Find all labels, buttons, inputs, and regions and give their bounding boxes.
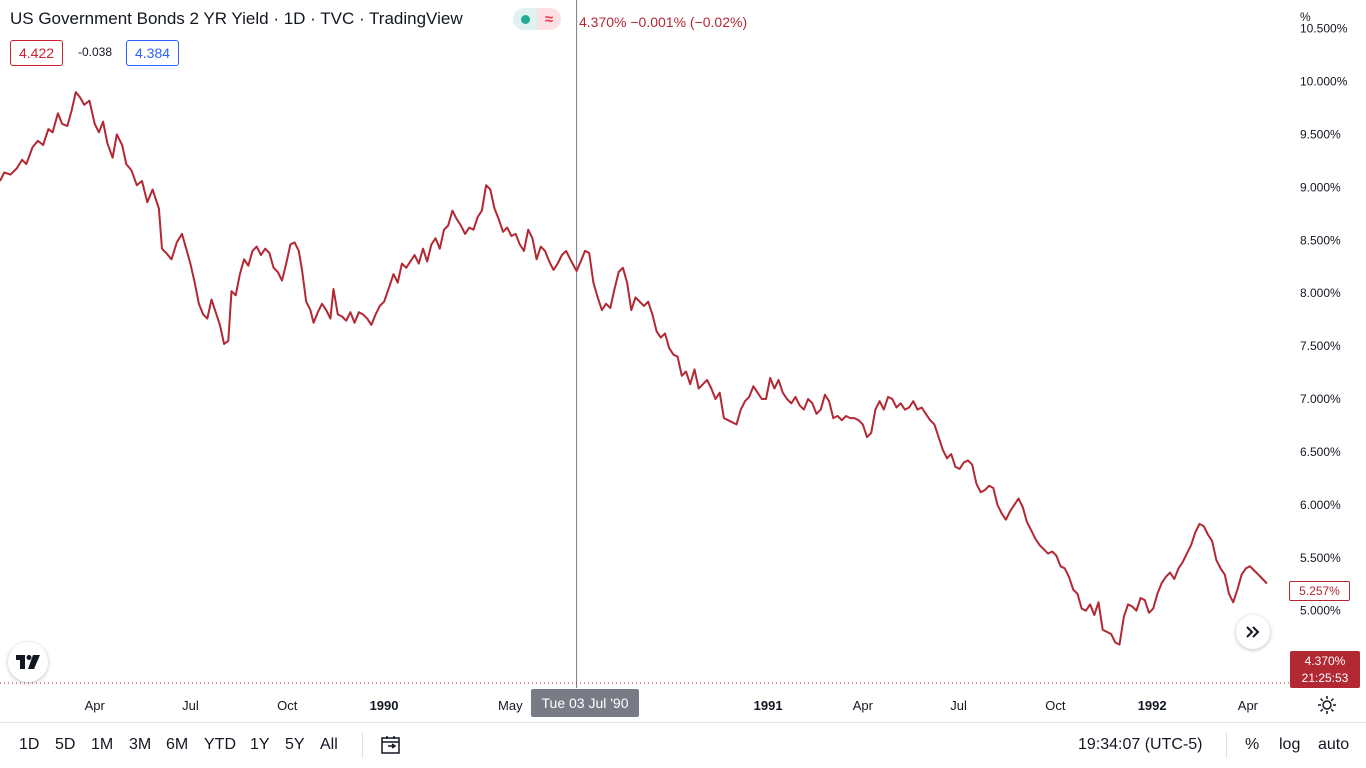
gear-icon[interactable] xyxy=(1316,694,1338,716)
y-tick-label: 9.500% xyxy=(1300,127,1341,141)
period-button-3m[interactable]: 3M xyxy=(129,736,152,753)
period-button-1d[interactable]: 1D xyxy=(19,736,40,753)
period-button-1m[interactable]: 1M xyxy=(91,736,114,753)
y-tick-label: 5.000% xyxy=(1300,604,1341,618)
period-button-6m[interactable]: 6M xyxy=(166,736,189,753)
period-button-all[interactable]: All xyxy=(320,736,338,753)
x-tick-label: May xyxy=(498,698,523,713)
x-tick-label: Oct xyxy=(277,698,298,713)
x-tick-label: 1990 xyxy=(370,698,399,713)
x-tick-label: Apr xyxy=(853,698,874,713)
toolbar-separator xyxy=(1226,732,1227,758)
last-price-value: 4.370% xyxy=(1304,654,1346,668)
y-tick-label: 7.500% xyxy=(1300,339,1341,353)
last-price-tag: 4.370% 21:25:53 xyxy=(1290,651,1360,688)
x-tick-label: Apr xyxy=(85,698,106,713)
y-tick-label: 10.500% xyxy=(1300,22,1348,36)
period-button-1y[interactable]: 1Y xyxy=(250,736,270,753)
y-tick-label: 7.000% xyxy=(1300,392,1341,406)
toolbar-separator xyxy=(362,732,363,758)
x-tick-label: Apr xyxy=(1238,698,1259,713)
y-tick-label: 8.000% xyxy=(1300,286,1341,300)
x-tick-label: Jul xyxy=(182,698,199,713)
x-tick-label: 1992 xyxy=(1138,698,1167,713)
period-button-ytd[interactable]: YTD xyxy=(204,736,236,753)
x-tick-label: 1991 xyxy=(754,698,783,713)
scroll-to-realtime-glyph xyxy=(1246,626,1260,638)
crosshair-time-tag: Tue 03 Jul '90 xyxy=(531,689,639,717)
market-open-dot-icon xyxy=(520,14,530,24)
buy-price-button[interactable]: 4.384 xyxy=(126,40,180,66)
timezone-clock[interactable]: 19:34:07 (UTC-5) xyxy=(1078,736,1203,753)
y-axis-unit: % xyxy=(1300,10,1311,24)
tradingview-logo-glyph xyxy=(16,655,40,669)
y-tick-label: 8.500% xyxy=(1300,233,1341,247)
crosshair-price-tag: 5.257% xyxy=(1289,581,1350,601)
bottom-toolbar xyxy=(0,722,1366,768)
legend-values: 4.370% −0.001% (−0.02%) xyxy=(579,14,748,30)
x-tick-label: Jul xyxy=(950,698,967,713)
auto-scale-button[interactable]: auto xyxy=(1318,736,1350,753)
log-scale-button[interactable]: log xyxy=(1279,736,1301,753)
sell-price-button[interactable]: 4.422 xyxy=(10,40,64,66)
y-tick-label: 6.500% xyxy=(1300,445,1341,459)
period-button-5y[interactable]: 5Y xyxy=(285,736,305,753)
tradingview-logo-icon[interactable] xyxy=(8,642,48,682)
market-status-left xyxy=(513,8,537,30)
y-tick-label: 5.500% xyxy=(1300,551,1341,565)
spread-value: -0.038 xyxy=(78,45,113,59)
compare-calendar-icon[interactable] xyxy=(379,733,403,757)
chart-canvas[interactable]: 10.500% 10.000% 9.500% 9.000% 8.500% 8.000% 7.… xyxy=(0,0,1366,722)
y-tick-label: 10.000% xyxy=(1300,75,1348,89)
bar-countdown: 21:25:53 xyxy=(1301,671,1349,685)
series-line xyxy=(0,91,1268,646)
y-tick-label: 6.000% xyxy=(1300,498,1341,512)
period-button-5d[interactable]: 5D xyxy=(55,736,76,753)
x-tick-label: Oct xyxy=(1045,698,1066,713)
symbol-title[interactable]: US Government Bonds 2 YR Yield · 1D · TV… xyxy=(10,9,463,28)
y-axis[interactable]: 10.500% 10.000% 9.500% 9.000% 8.500% 8.000% 7.… xyxy=(1300,22,1348,618)
market-status-pill[interactable]: ≈ xyxy=(513,8,561,30)
double-chevron-right-icon[interactable] xyxy=(1236,615,1270,649)
x-axis[interactable]: Apr Jul Oct 1990 May 1991 Apr Jul Oct 1992 Apr xyxy=(85,698,1259,713)
y-tick-label: 9.000% xyxy=(1300,180,1341,194)
percent-scale-button[interactable]: % xyxy=(1245,736,1260,753)
delayed-data-icon: ≈ xyxy=(537,8,561,30)
